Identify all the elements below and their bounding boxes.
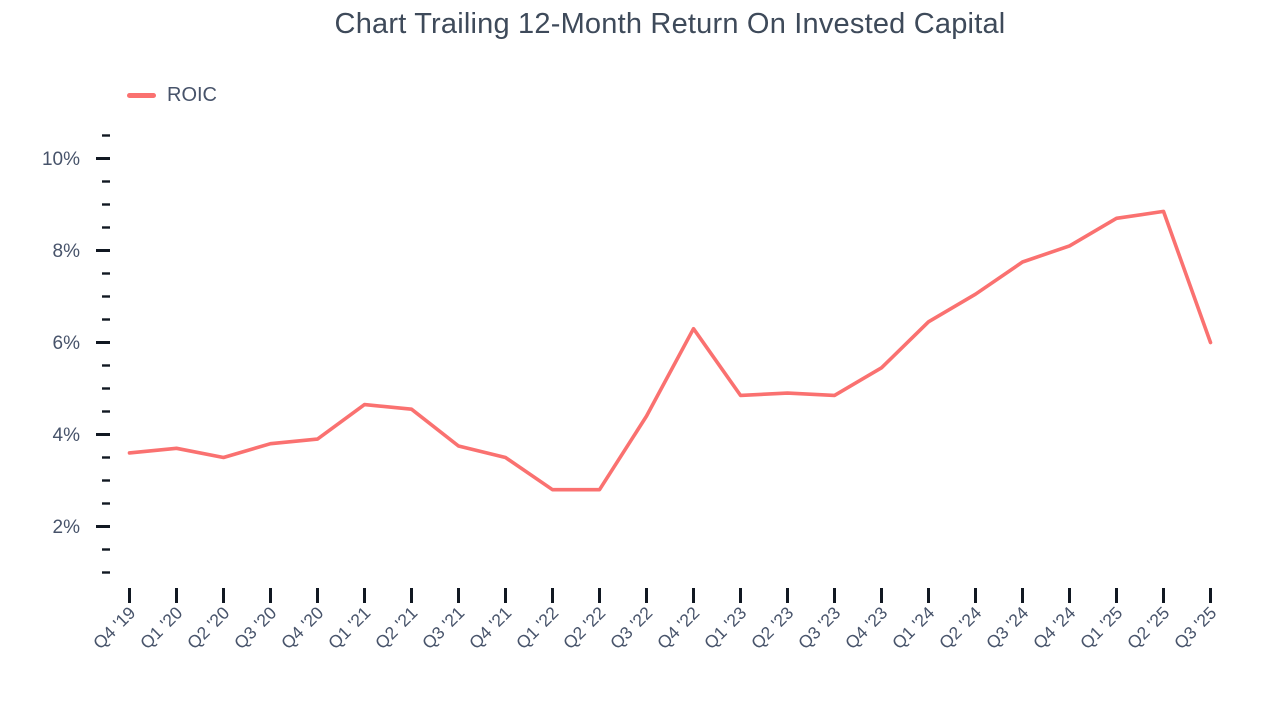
y-tick-label: 10% [42, 149, 80, 170]
chart-title: Chart Trailing 12-Month Return On Invest… [334, 8, 1006, 40]
roic-line [127, 209, 1213, 492]
x-tick-label: Q2 '25 [1123, 603, 1173, 653]
x-tick-label: Q2 '21 [371, 603, 421, 653]
x-tick-label: Q1 '22 [512, 603, 562, 653]
legend: ROIC [127, 84, 217, 107]
x-tick-label: Q3 '23 [794, 603, 844, 653]
x-tick-label: Q4 '22 [653, 603, 703, 653]
x-tick-label: Q3 '25 [1170, 603, 1220, 653]
x-tick-label: Q2 '22 [559, 603, 609, 653]
x-tick-label: Q1 '21 [324, 603, 374, 653]
legend-line-swatch-icon [127, 93, 156, 98]
x-tick-label: Q1 '23 [700, 603, 750, 653]
legend-label: ROIC [167, 84, 217, 106]
x-tick-label: Q3 '22 [606, 603, 656, 653]
x-tick-label: Q3 '24 [982, 602, 1032, 652]
y-tick-label: 8% [53, 241, 81, 262]
x-tick-label: Q2 '24 [935, 602, 985, 652]
x-tick-label: Q4 '24 [1029, 602, 1079, 652]
x-tick-label: Q1 '20 [136, 602, 186, 652]
x-tick-label: Q4 '21 [465, 603, 515, 653]
y-tick-label: 4% [53, 425, 81, 446]
y-tick-label: 6% [53, 333, 81, 354]
x-tick-label: Q3 '20 [230, 602, 280, 652]
x-tick-label: Q4 '23 [841, 603, 891, 653]
x-tick-label: Q4 '19 [89, 603, 139, 653]
x-tick-label: Q2 '23 [747, 603, 797, 653]
x-tick-label: Q3 '21 [418, 603, 468, 653]
x-tick-label: Q1 '25 [1076, 603, 1126, 653]
x-tick-label: Q4 '20 [277, 602, 327, 652]
x-tick-label: Q2 '20 [183, 602, 233, 652]
y-tick-label: 2% [53, 517, 81, 538]
x-tick-label: Q1 '24 [888, 602, 938, 652]
